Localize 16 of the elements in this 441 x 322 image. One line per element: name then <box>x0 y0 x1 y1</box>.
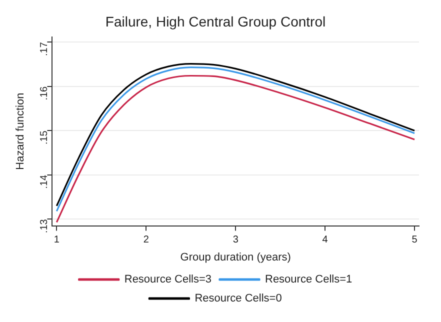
chart-title: Failure, High Central Group Control <box>105 13 326 30</box>
y-tick-label: .14 <box>38 174 50 189</box>
x-tick-label: 1 <box>54 234 60 246</box>
y-axis-title: Hazard function <box>14 92 27 170</box>
y-tick-label: .16 <box>38 86 50 100</box>
y-tick-label: .17 <box>38 42 50 56</box>
x-axis-title: Group duration (years) <box>180 251 291 264</box>
x-tick-label: 3 <box>232 234 239 246</box>
legend-label: Resource Cells=1 <box>265 274 352 286</box>
y-tick-label: .13 <box>38 218 50 234</box>
x-tick-label: 4 <box>322 234 328 246</box>
legend-label: Resource Cells=0 <box>194 292 282 305</box>
y-tick-label: .15 <box>38 130 50 145</box>
x-tick-label: 2 <box>143 234 150 246</box>
legend-label: Resource Cells=3 <box>124 274 212 286</box>
x-tick-label: 5 <box>412 234 418 246</box>
